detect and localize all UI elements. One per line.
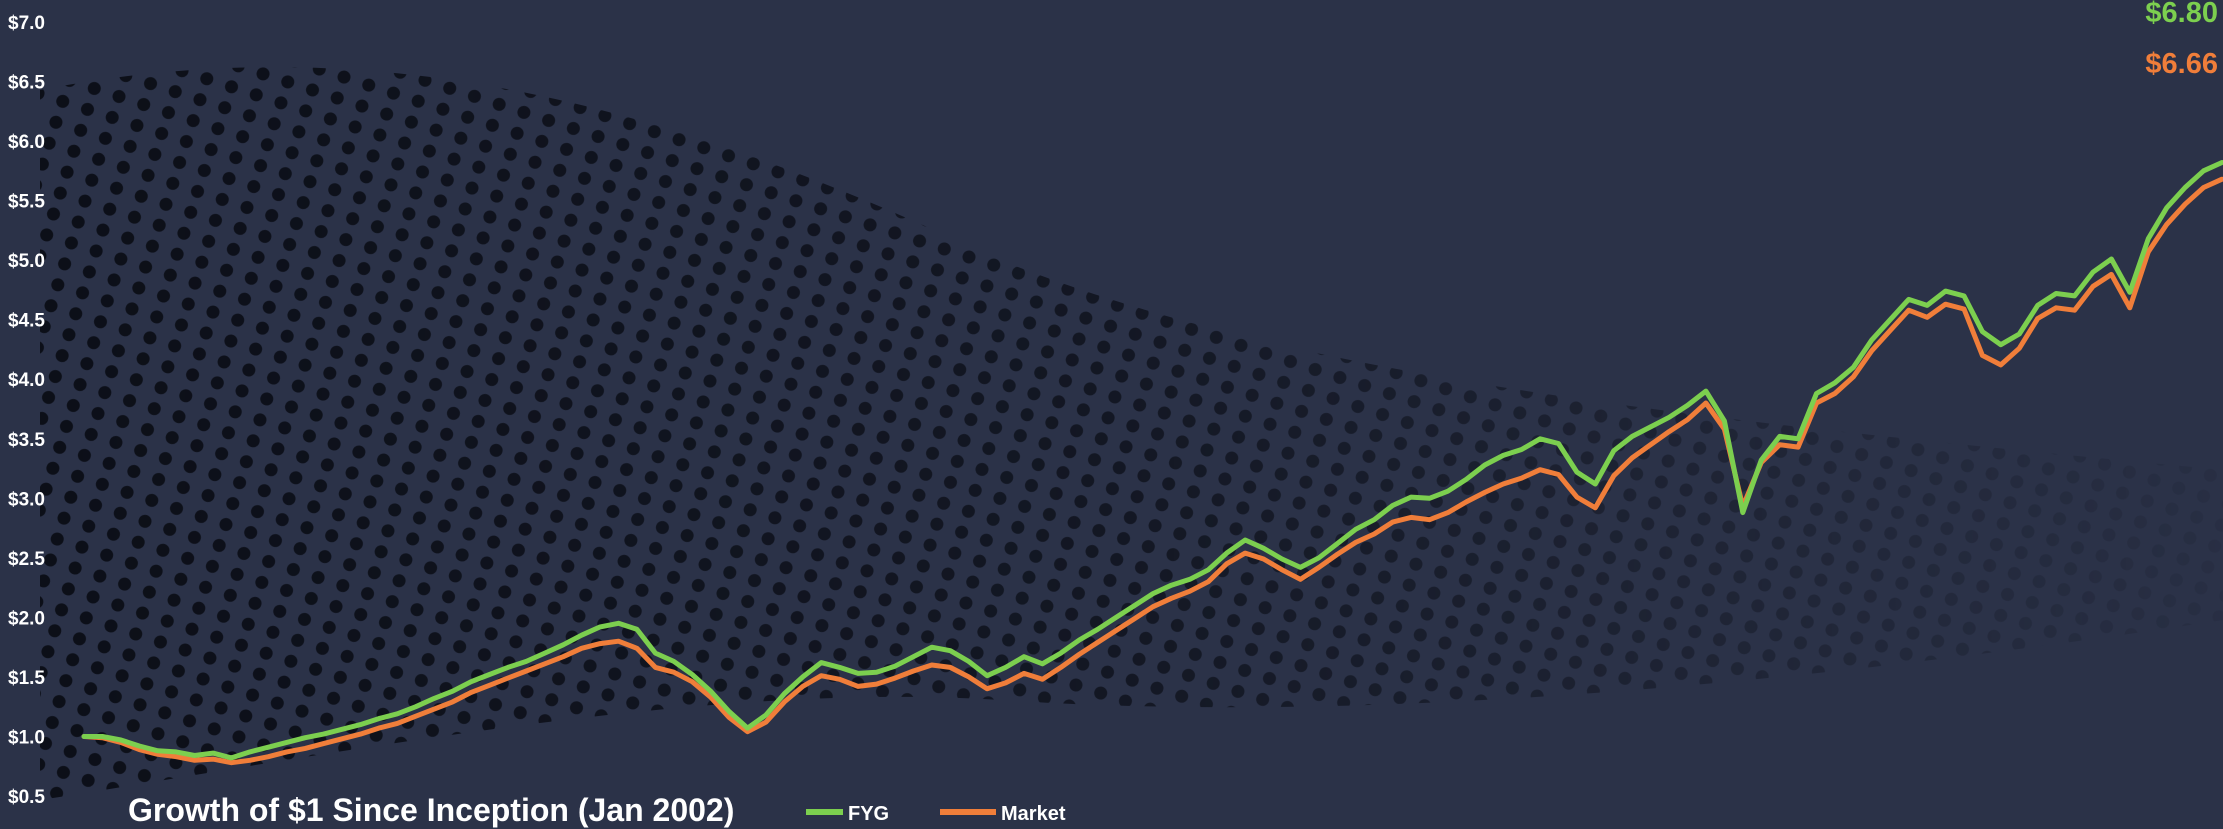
series-line-fyg (81, 160, 2223, 761)
y-tick-label: $0.5 (8, 787, 45, 808)
series-line-market (81, 176, 2223, 766)
y-tick-label: $2.0 (8, 608, 45, 629)
end-label-fyg: $6.80 (2145, 0, 2218, 29)
y-tick-label: $4.5 (8, 311, 45, 332)
y-tick-label: $3.5 (8, 430, 45, 451)
y-tick-label: $5.0 (8, 251, 45, 272)
y-tick-label: $1.5 (8, 668, 45, 689)
end-label-market: $6.66 (2145, 48, 2218, 80)
legend-label-market: Market (1001, 803, 1066, 825)
y-tick-label: $1.0 (8, 727, 45, 748)
chart-title: Growth of $1 Since Inception (Jan 2002) (128, 792, 734, 828)
y-tick-label: $4.0 (8, 370, 45, 391)
y-tick-label: $7.0 (8, 13, 45, 34)
legend: FYG Market (806, 803, 1066, 825)
y-tick-label: $3.0 (8, 489, 45, 510)
y-tick-label: $6.0 (8, 132, 45, 153)
y-tick-label: $2.5 (8, 549, 45, 570)
legend-label-fyg: FYG (848, 803, 889, 825)
y-tick-label: $6.5 (8, 73, 45, 94)
series-lines (81, 160, 2223, 766)
y-tick-label: $5.5 (8, 192, 45, 213)
y-axis: $0.5 $1.0 $1.5 $2.0 $2.5 $3.0 $3.5 $4.0 $4.5 $5.0… (8, 13, 45, 808)
